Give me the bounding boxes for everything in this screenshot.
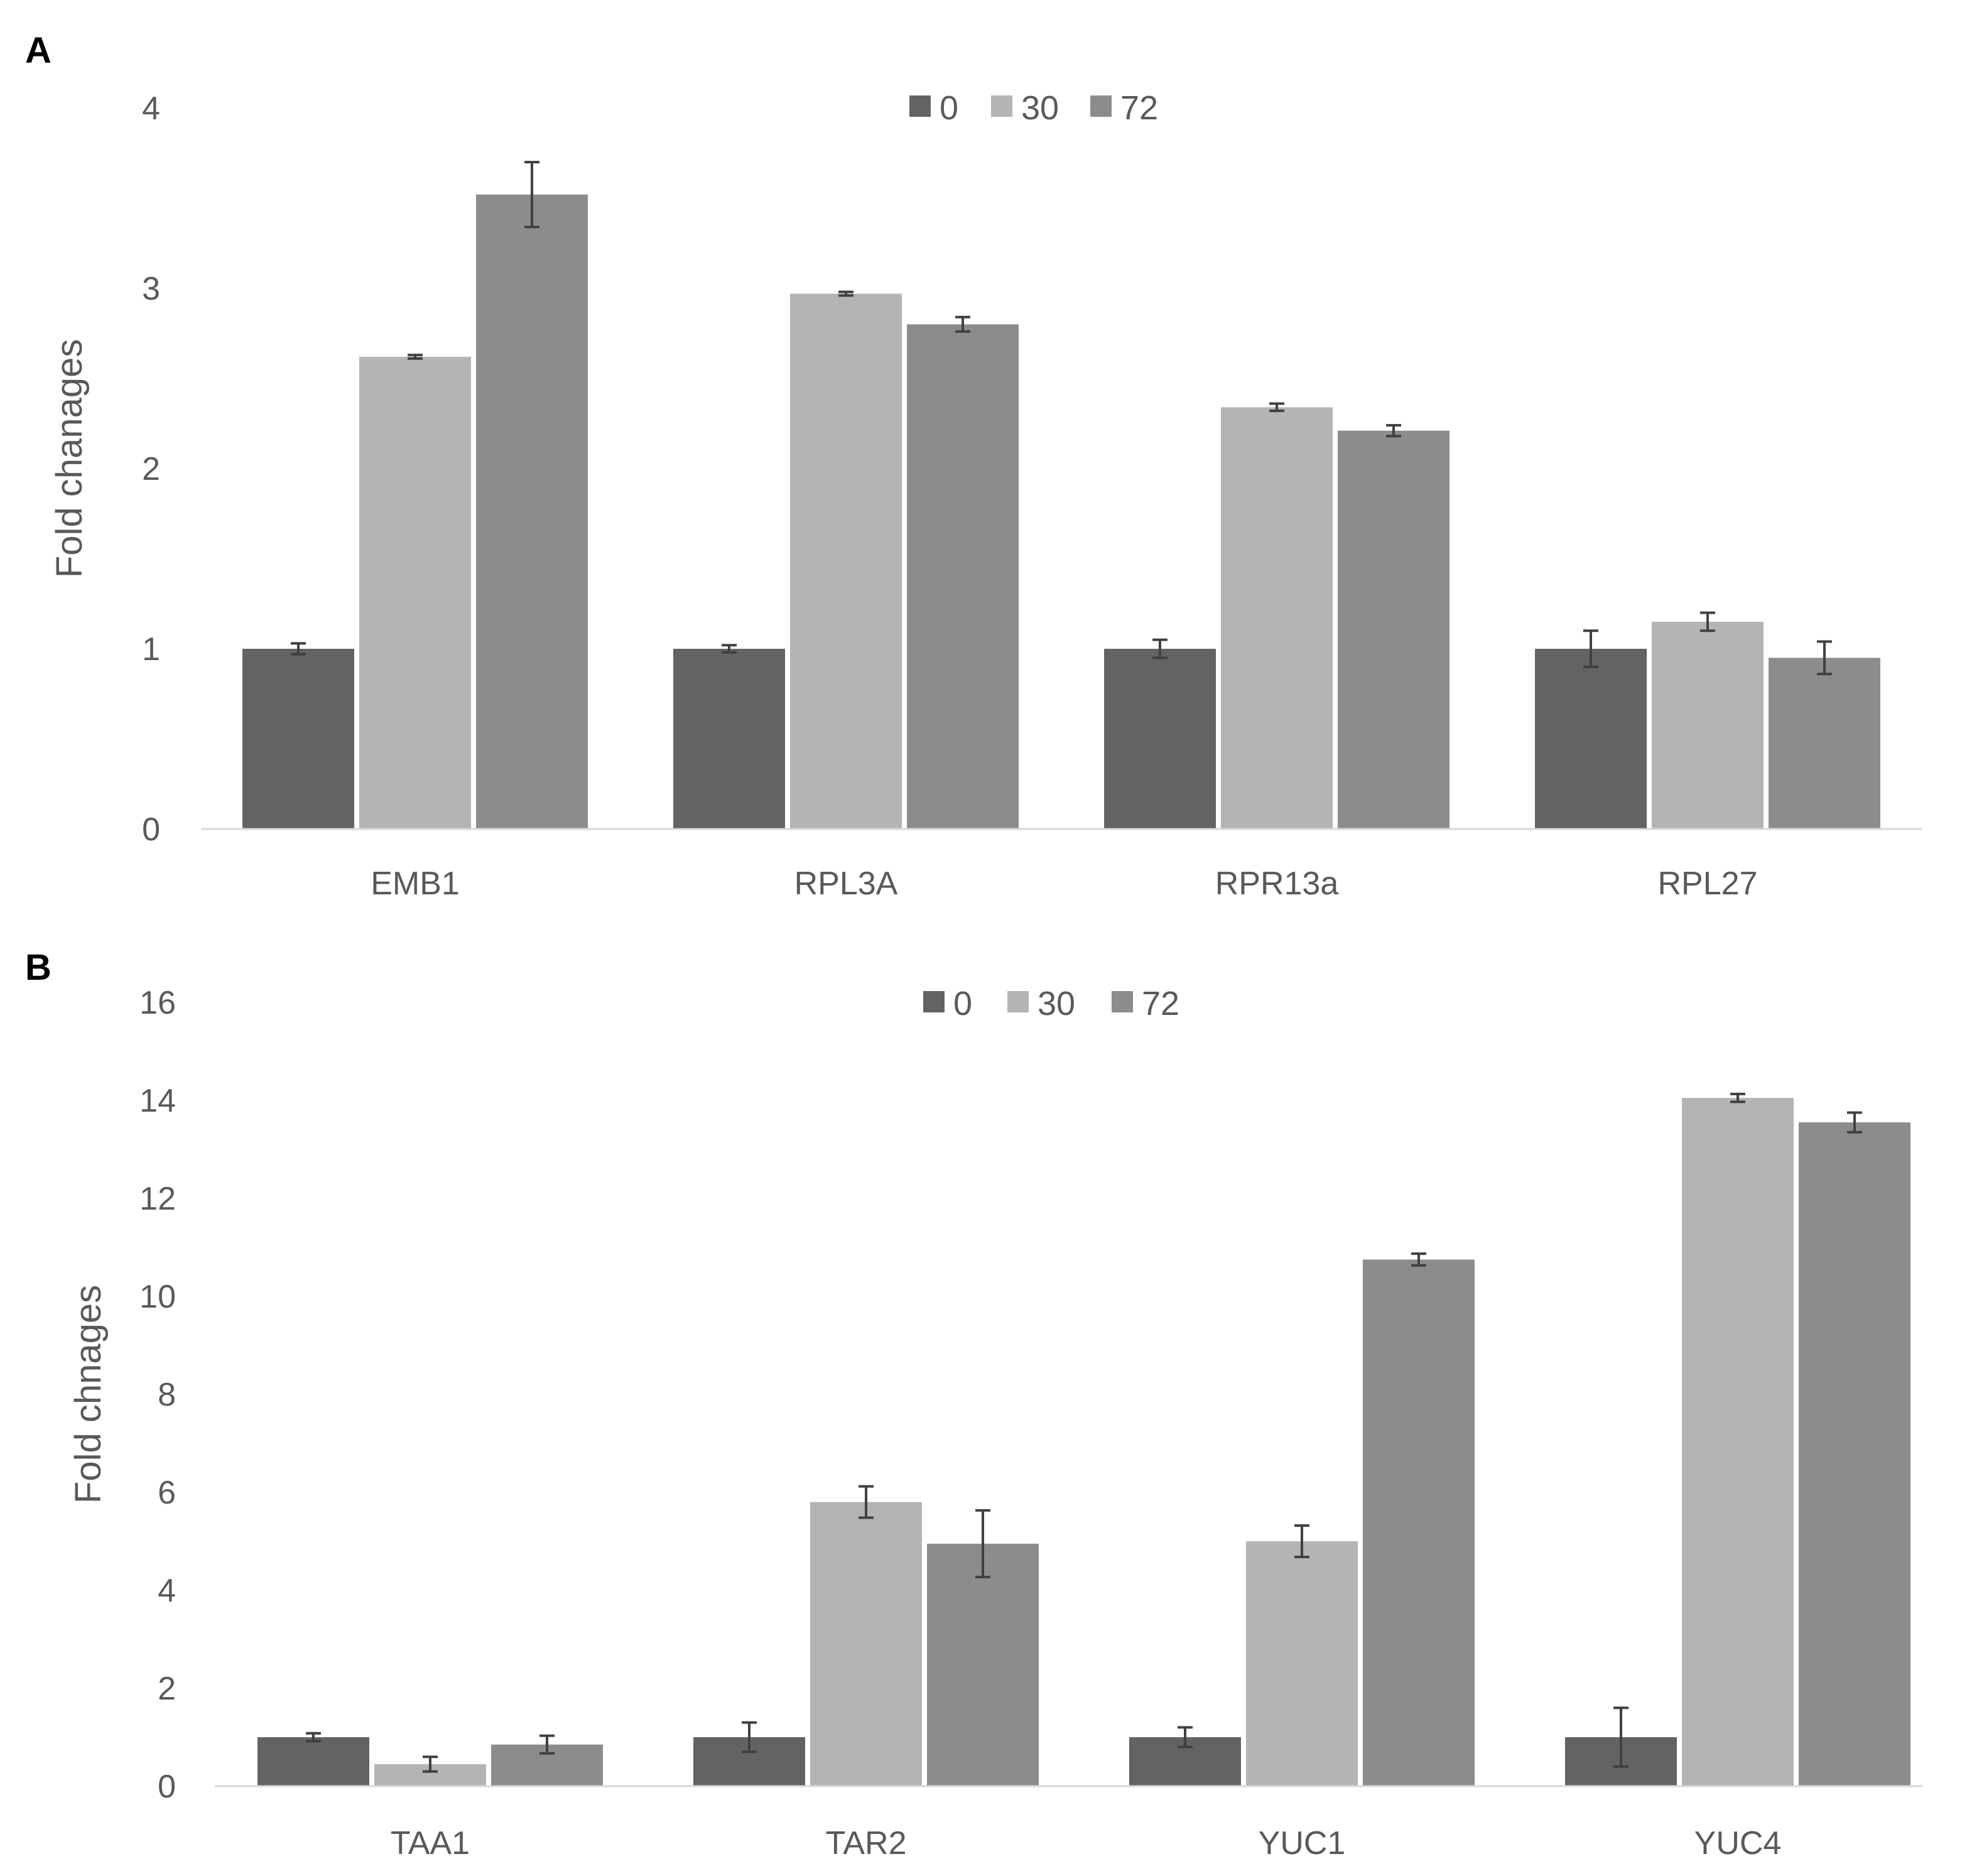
chart-panel-a: A Fold chanages 0 30 72 0 1 2 3 4 EMB1 RPL3A R… xyxy=(25,30,1922,902)
error-bar-a-RPL27-30 xyxy=(1700,611,1715,632)
bar-a-RPL27-72 xyxy=(1769,658,1880,829)
error-bar-b-TAA1-30 xyxy=(423,1755,438,1773)
x-category-label-a-1: RPL3A xyxy=(794,865,898,902)
x-category-label-a-0: EMB1 xyxy=(371,865,460,902)
panel-label-a: A xyxy=(25,30,51,71)
legend-a: 0 30 72 xyxy=(909,89,1158,127)
y-tick-label-b-6: 12 xyxy=(139,1181,176,1217)
x-category-label-b-2: YUC1 xyxy=(1259,1825,1346,1862)
y-tick-label-a-1: 1 xyxy=(142,631,160,668)
bar-a-RPL3A-0 xyxy=(673,649,785,829)
y-tick-label-a-4: 4 xyxy=(142,90,160,127)
x-category-label-a-2: RPR13a xyxy=(1215,865,1339,902)
error-bar-a-EMB1-30 xyxy=(408,354,423,360)
bar-a-EMB1-72 xyxy=(476,194,588,829)
bar-a-RPL3A-72 xyxy=(907,324,1019,829)
legend-swatch-b-2 xyxy=(1112,991,1133,1012)
legend-label-a-0: 0 xyxy=(940,89,958,127)
bar-a-RPL27-0 xyxy=(1535,649,1647,829)
bars-a xyxy=(242,194,1880,829)
error-bar-a-RPL3A-0 xyxy=(722,644,737,654)
bar-a-EMB1-0 xyxy=(242,649,354,829)
legend-swatch-b-1 xyxy=(1007,991,1029,1012)
bar-b-TAA1-0 xyxy=(257,1737,369,1786)
y-ticks-a: 0 1 2 3 4 xyxy=(142,90,160,848)
bar-a-RPR13a-0 xyxy=(1104,649,1216,829)
error-bar-b-YUC4-30 xyxy=(1730,1092,1745,1103)
bar-a-RPL3A-30 xyxy=(790,293,902,829)
x-categories-a: EMB1 RPL3A RPR13a RPL27 xyxy=(371,865,1757,902)
error-bars-b xyxy=(306,1092,1862,1773)
bar-b-TAR2-72 xyxy=(927,1543,1039,1786)
error-bar-b-YUC4-72 xyxy=(1847,1111,1862,1134)
error-bar-b-TAR2-30 xyxy=(859,1485,874,1519)
bar-a-RPR13a-30 xyxy=(1221,407,1333,829)
y-axis-title-a: Fold chanages xyxy=(49,339,90,578)
chart-panel-b: B Fold chnages 0 30 72 0 2 4 6 8 10 12 14 16 TAA… xyxy=(25,947,1923,1862)
error-bar-b-YUC1-0 xyxy=(1178,1726,1193,1749)
bar-b-YUC1-72 xyxy=(1363,1259,1475,1786)
error-bar-b-YUC1-72 xyxy=(1411,1252,1426,1267)
error-bar-b-TAA1-0 xyxy=(306,1732,321,1743)
bar-a-EMB1-30 xyxy=(359,357,471,829)
error-bar-a-RPR13a-30 xyxy=(1269,402,1284,413)
y-tick-label-b-3: 6 xyxy=(158,1475,176,1511)
legend-b: 0 30 72 xyxy=(923,985,1179,1022)
y-tick-label-b-1: 2 xyxy=(158,1671,176,1707)
error-bar-b-YUC4-0 xyxy=(1613,1706,1628,1768)
error-bar-b-TAR2-72 xyxy=(975,1509,990,1578)
x-category-label-b-0: TAA1 xyxy=(391,1825,470,1862)
bar-a-RPR13a-72 xyxy=(1338,430,1450,829)
error-bar-b-YUC1-30 xyxy=(1294,1524,1309,1558)
legend-label-a-2: 72 xyxy=(1120,89,1158,127)
legend-label-b-2: 72 xyxy=(1142,985,1179,1022)
bar-b-YUC4-30 xyxy=(1682,1098,1794,1786)
y-tick-label-b-7: 14 xyxy=(139,1083,176,1119)
y-tick-label-b-0: 0 xyxy=(158,1769,176,1805)
error-bar-b-TAR2-0 xyxy=(742,1721,757,1754)
bar-b-YUC1-30 xyxy=(1246,1541,1358,1786)
error-bar-a-RPL27-72 xyxy=(1817,640,1832,676)
y-tick-label-a-2: 2 xyxy=(142,451,160,487)
panel-label-b: B xyxy=(25,947,51,988)
y-ticks-b: 0 2 4 6 8 10 12 14 16 xyxy=(139,985,176,1805)
error-bar-a-RPL27-0 xyxy=(1583,629,1598,668)
x-category-label-b-1: TAR2 xyxy=(825,1825,906,1862)
error-bars-a xyxy=(291,161,1832,676)
legend-label-a-1: 30 xyxy=(1021,89,1059,127)
y-tick-label-b-2: 4 xyxy=(158,1573,176,1609)
y-tick-label-b-5: 10 xyxy=(139,1279,176,1315)
legend-swatch-a-0 xyxy=(909,95,931,117)
legend-swatch-a-2 xyxy=(1090,95,1112,117)
error-bar-a-RPR13a-72 xyxy=(1386,424,1401,438)
error-bar-a-EMB1-0 xyxy=(291,642,306,656)
y-tick-label-b-8: 16 xyxy=(139,985,176,1021)
x-categories-b: TAA1 TAR2 YUC1 YUC4 xyxy=(391,1825,1781,1862)
legend-label-b-0: 0 xyxy=(953,985,972,1022)
y-tick-label-a-0: 0 xyxy=(142,811,160,848)
y-tick-label-b-4: 8 xyxy=(158,1377,176,1413)
legend-swatch-b-0 xyxy=(923,991,945,1012)
bars-b xyxy=(257,1098,1910,1786)
legend-label-b-1: 30 xyxy=(1038,985,1075,1022)
bar-b-YUC4-72 xyxy=(1799,1122,1910,1786)
error-bar-a-RPL3A-30 xyxy=(838,290,853,297)
legend-swatch-a-1 xyxy=(991,95,1012,117)
x-category-label-b-3: YUC4 xyxy=(1694,1825,1782,1862)
x-category-label-a-3: RPL27 xyxy=(1658,865,1758,902)
y-tick-label-a-3: 3 xyxy=(142,271,160,307)
bar-b-TAR2-30 xyxy=(810,1502,922,1786)
bar-a-RPL27-30 xyxy=(1652,621,1764,829)
error-bar-a-EMB1-72 xyxy=(524,161,539,229)
error-bar-a-RPL3A-72 xyxy=(955,315,970,333)
y-axis-title-b: Fold chnages xyxy=(68,1285,109,1504)
error-bar-b-TAA1-72 xyxy=(539,1734,555,1755)
error-bar-a-RPR13a-0 xyxy=(1152,638,1168,659)
